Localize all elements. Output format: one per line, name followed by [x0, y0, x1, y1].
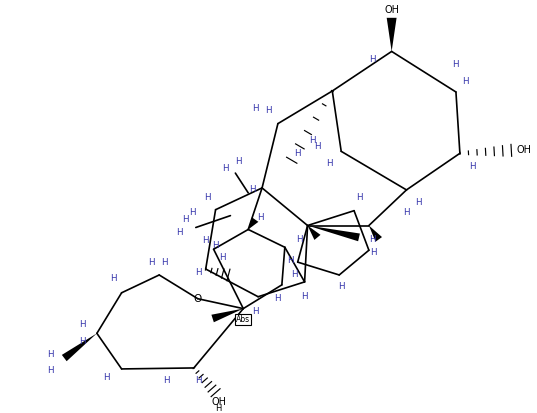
- Text: O: O: [194, 294, 202, 304]
- Text: H: H: [338, 282, 345, 291]
- Text: OH: OH: [384, 5, 399, 15]
- Text: H: H: [355, 193, 362, 202]
- Text: H: H: [219, 253, 226, 262]
- Polygon shape: [248, 217, 258, 230]
- Text: H: H: [205, 193, 211, 202]
- Polygon shape: [62, 333, 97, 361]
- Text: H: H: [301, 292, 308, 301]
- Text: H: H: [148, 258, 155, 267]
- Text: H: H: [296, 235, 303, 244]
- Text: H: H: [163, 376, 170, 385]
- Text: H: H: [183, 215, 189, 224]
- Text: H: H: [469, 161, 476, 171]
- Text: H: H: [462, 76, 469, 85]
- Text: H: H: [265, 106, 271, 115]
- Text: H: H: [314, 142, 321, 151]
- Text: H: H: [212, 241, 219, 250]
- Text: H: H: [79, 337, 85, 346]
- Text: H: H: [195, 376, 202, 385]
- Polygon shape: [308, 225, 360, 241]
- Text: OH: OH: [211, 396, 226, 406]
- Text: H: H: [222, 164, 229, 173]
- Text: H: H: [257, 213, 264, 222]
- Text: Abs: Abs: [236, 315, 250, 324]
- Text: H: H: [47, 366, 54, 375]
- Text: H: H: [104, 373, 110, 382]
- Polygon shape: [369, 225, 382, 242]
- Text: H: H: [47, 349, 54, 358]
- Text: H: H: [252, 104, 258, 113]
- Text: H: H: [292, 271, 298, 280]
- Text: OH: OH: [517, 145, 532, 155]
- Polygon shape: [387, 18, 397, 52]
- Text: H: H: [235, 157, 242, 166]
- Text: H: H: [369, 55, 376, 64]
- Text: H: H: [294, 149, 301, 158]
- Text: H: H: [195, 268, 202, 277]
- Text: H: H: [287, 256, 294, 265]
- Text: H: H: [326, 159, 332, 168]
- Polygon shape: [308, 225, 321, 240]
- Text: H: H: [111, 274, 117, 283]
- Text: H: H: [452, 60, 458, 69]
- Text: H: H: [415, 198, 422, 207]
- Text: H: H: [403, 208, 410, 217]
- Text: H: H: [309, 136, 316, 145]
- Text: H: H: [176, 228, 182, 237]
- Text: H: H: [190, 208, 196, 217]
- Text: H: H: [274, 294, 281, 303]
- Text: H: H: [369, 235, 376, 244]
- Text: H: H: [252, 307, 258, 316]
- Text: H: H: [79, 320, 85, 329]
- Text: H: H: [161, 258, 168, 267]
- Text: H: H: [249, 185, 256, 195]
- Text: H: H: [202, 236, 209, 245]
- Text: H: H: [215, 404, 222, 413]
- Text: H: H: [371, 248, 377, 257]
- Polygon shape: [212, 309, 243, 322]
